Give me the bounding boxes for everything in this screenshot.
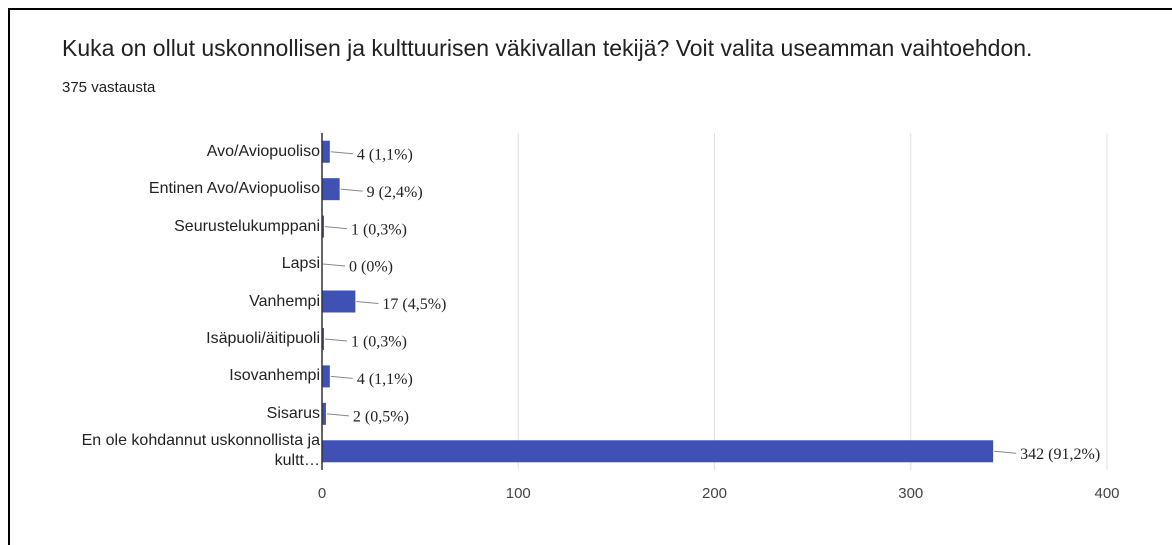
data-label: 1 (0,3%) [351, 221, 407, 238]
leader-line [326, 413, 349, 417]
data-label: 342 (91,2%) [1020, 446, 1100, 463]
frame [8, 8, 1172, 545]
chart-title: Kuka on ollut uskonnollisen ja kulttuuri… [62, 35, 1032, 61]
bar [322, 365, 330, 388]
bar [322, 290, 356, 313]
x-tick-label: 0 [318, 485, 326, 502]
data-label: 0 (0%) [349, 259, 393, 276]
bar [322, 402, 326, 425]
category-label: Isovanhempi [229, 367, 320, 385]
x-tick-label: 100 [506, 485, 531, 502]
bar [322, 140, 330, 163]
leader-line [356, 301, 379, 304]
data-label: 1 (0,3%) [351, 334, 407, 351]
leader-line [994, 450, 1017, 454]
x-tick-label: 300 [898, 485, 923, 502]
chart-subtitle: 375 vastausta [62, 79, 156, 96]
category-label: Isäpuoli/äitipuoli [206, 329, 320, 347]
data-label: 17 (4,5%) [382, 296, 446, 313]
category-label: Avo/Aviopuoliso [206, 142, 320, 160]
data-label: 4 (1,1%) [357, 146, 413, 163]
category-label: Vanhempi [249, 292, 320, 310]
category-label: En ole kohdannut uskonnollista ja kultt… [81, 432, 320, 470]
leader-line [324, 338, 348, 342]
category-label: Seurustelukumppani [174, 217, 320, 235]
category-label: Entinen Avo/Aviopuoliso [148, 180, 320, 198]
x-tick-label: 400 [1094, 485, 1119, 502]
data-label: 2 (0,5%) [353, 409, 409, 426]
x-tick-label: 200 [702, 485, 727, 502]
leader-line [330, 151, 353, 155]
leader-line [322, 263, 346, 267]
bar [322, 440, 994, 463]
data-label: 9 (2,4%) [367, 184, 423, 201]
category-label: Sisarus [266, 404, 320, 422]
leader-line [324, 226, 348, 230]
leader-line [330, 375, 353, 379]
leader-line [340, 188, 363, 192]
category-label: Lapsi [281, 255, 320, 273]
data-label: 4 (1,1%) [357, 371, 413, 388]
bar [322, 327, 324, 350]
bar [322, 178, 340, 201]
bar [322, 215, 324, 238]
